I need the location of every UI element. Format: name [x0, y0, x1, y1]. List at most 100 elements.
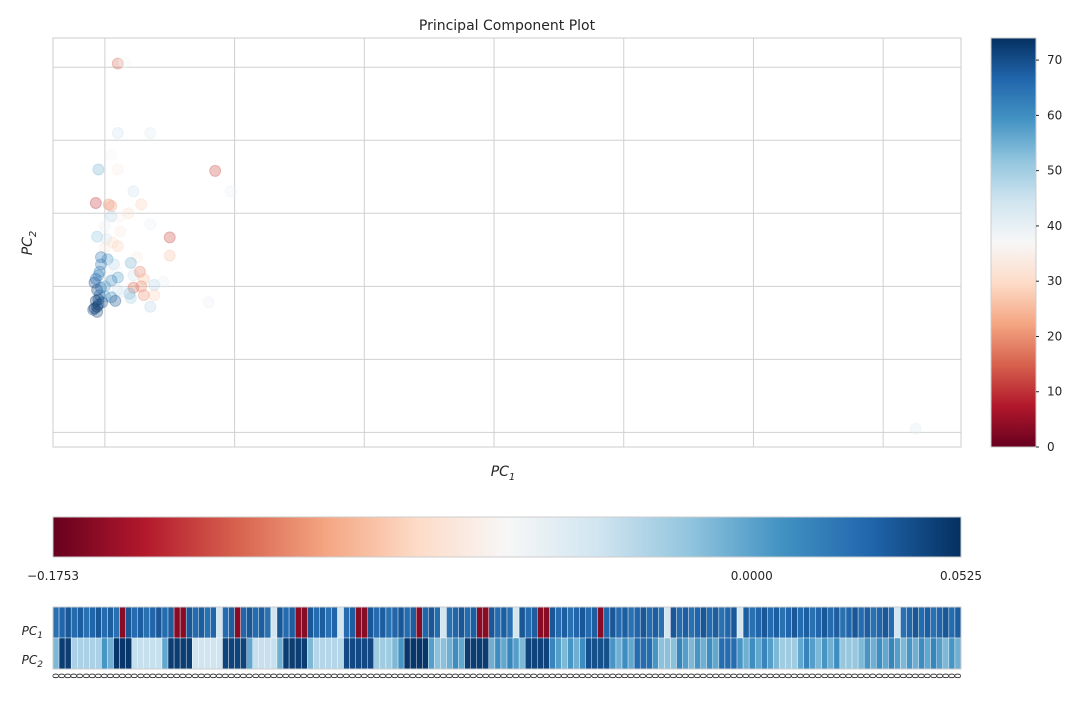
heatmap-cell-pc1: [137, 606, 145, 639]
heatmap-cell-pc2: [288, 637, 296, 670]
heatmap-cell-pc1: [83, 606, 90, 639]
loadings-heatmap: [52, 606, 962, 670]
heatmap-cell-pc1: [827, 606, 835, 639]
heatmap-cell-pc2: [125, 637, 132, 670]
heatmap-column-tick-label: 0: [742, 673, 752, 679]
heatmap-cell-pc2: [385, 637, 393, 670]
scatter-gridlines: [53, 38, 961, 447]
heatmap-cell-pc2: [349, 637, 356, 670]
scatter-point: [96, 296, 109, 309]
loadings-colorbar-tick-label: 0.0000: [731, 569, 773, 583]
heatmap-cell-pc1: [228, 606, 235, 639]
heatmap-column-tick-label: 0: [149, 673, 159, 679]
heatmap-cell-pc2: [531, 637, 538, 670]
heatmap-cell-pc1: [700, 606, 707, 639]
heatmap-cell-pc1: [391, 606, 399, 639]
heatmap-cell-pc1: [712, 606, 720, 639]
scatter-point: [127, 185, 140, 198]
heatmap-cell-pc1: [422, 606, 429, 639]
heatmap-cell-pc1: [561, 606, 568, 639]
scatter-point: [135, 280, 148, 293]
heatmap-cell-pc1: [954, 606, 962, 639]
heatmap-column-tick-label: 0: [458, 673, 468, 679]
heatmap-column-tick-label: 0: [875, 673, 885, 679]
heatmap-column-tick-label: 0: [815, 673, 825, 679]
heatmap-cell-pc1: [77, 606, 84, 639]
heatmap-column-tick-label: 0: [155, 673, 165, 679]
heatmap-cell-pc1: [876, 606, 883, 639]
heatmap-cell-pc2: [742, 637, 750, 670]
scatter-point: [137, 289, 150, 302]
heatmap-cell-pc2: [89, 637, 96, 670]
scatter-point: [144, 218, 157, 231]
colorbar-tick-label: 10: [1047, 385, 1062, 399]
heatmap-cell-pc2: [791, 637, 798, 670]
scatter-point: [111, 240, 124, 253]
heatmap-column-tick-label: 0: [100, 673, 110, 679]
heatmap-column-tick-label: 0: [512, 673, 522, 679]
heatmap-cell-pc2: [337, 637, 344, 670]
heatmap-cell-pc2: [210, 637, 217, 670]
heatmap-cell-pc1: [870, 606, 877, 639]
scatter-point: [144, 300, 157, 313]
heatmap-cell-pc1: [833, 606, 841, 639]
heatmap-column-tick-label: 0: [500, 673, 510, 679]
heatmap-cell-pc2: [101, 637, 108, 670]
heatmap-cell-pc1: [337, 606, 344, 639]
heatmap-cell-pc2: [276, 637, 284, 670]
heatmap-column-tick-label: 0: [403, 673, 413, 679]
heatmap-cell-pc1: [863, 606, 871, 639]
loadings-colorbar-tick-label: −0.1753: [27, 569, 79, 583]
heatmap-cell-pc2: [192, 637, 199, 670]
heatmap-cell-pc1: [143, 606, 151, 639]
heatmap-column-tick-label: 0: [948, 673, 958, 679]
heatmap-cell-pc1: [682, 606, 689, 639]
heatmap-column-tick-label: 0: [228, 673, 238, 679]
heatmap-column-tick-label: 0: [264, 673, 274, 679]
heatmap-cell-pc2: [573, 637, 580, 670]
heatmap-cell-pc2: [470, 637, 477, 670]
heatmap-cell-pc2: [179, 637, 187, 670]
heatmap-column-tick-label: 0: [651, 673, 661, 679]
heatmap-column-tick-label: 0: [899, 673, 909, 679]
heatmap-cell-pc2: [361, 637, 368, 670]
heatmap-column-tick-label: 0: [676, 673, 686, 679]
scatter-point: [202, 296, 215, 309]
heatmap-cell-pc2: [204, 637, 211, 670]
heatmap-column-tick-label: 0: [633, 673, 643, 679]
heatmap-column-tick-label: 0: [579, 673, 589, 679]
heatmap-column-tick-label: 0: [409, 673, 419, 679]
scatter-point: [92, 298, 105, 311]
heatmap-cell-pc2: [476, 637, 483, 670]
heatmap-cell-pc2: [857, 637, 865, 670]
heatmap-cell-pc1: [537, 606, 544, 639]
heatmap-column-tick-label: 0: [179, 673, 189, 679]
heatmap-cell-pc1: [185, 606, 193, 639]
scatter-colorbar-ticks: 0 10 20 30 40 50 60 70: [1036, 53, 1062, 454]
heatmap-column-tick-label: 0: [573, 673, 583, 679]
heatmap-column-tick-label: 0: [833, 673, 843, 679]
heatmap-cell-pc2: [155, 637, 163, 670]
heatmap-cell-pc1: [639, 606, 647, 639]
scatter-point: [118, 56, 131, 69]
scatter-point: [114, 225, 127, 238]
heatmap-column-tick-label: 0: [936, 673, 946, 679]
heatmap-column-tick-label: 0: [119, 673, 129, 679]
heatmap-cell-pc1: [476, 606, 483, 639]
heatmap-cell-pc2: [815, 637, 822, 670]
heatmap-cell-pc1: [488, 606, 496, 639]
heatmap-cell-pc2: [900, 637, 907, 670]
heatmap-column-tick-label: 0: [567, 673, 577, 679]
scatter-point: [157, 275, 170, 288]
heatmap-cell-pc2: [809, 637, 816, 670]
heatmap-cell-pc1: [621, 606, 629, 639]
heatmap-cell-pc1: [718, 606, 726, 639]
heatmap-cell-pc1: [470, 606, 477, 639]
heatmap-cell-pc1: [403, 606, 411, 639]
heatmap-cell-pc1: [210, 606, 217, 639]
heatmap-cell-pc1: [948, 606, 956, 639]
scatter-point: [131, 251, 144, 264]
heatmap-column-tick-label: 0: [318, 673, 328, 679]
loadings-colorbar-ticks: −0.1753 0.0000 0.0525: [27, 569, 982, 583]
heatmap-cell-pc2: [216, 637, 223, 670]
